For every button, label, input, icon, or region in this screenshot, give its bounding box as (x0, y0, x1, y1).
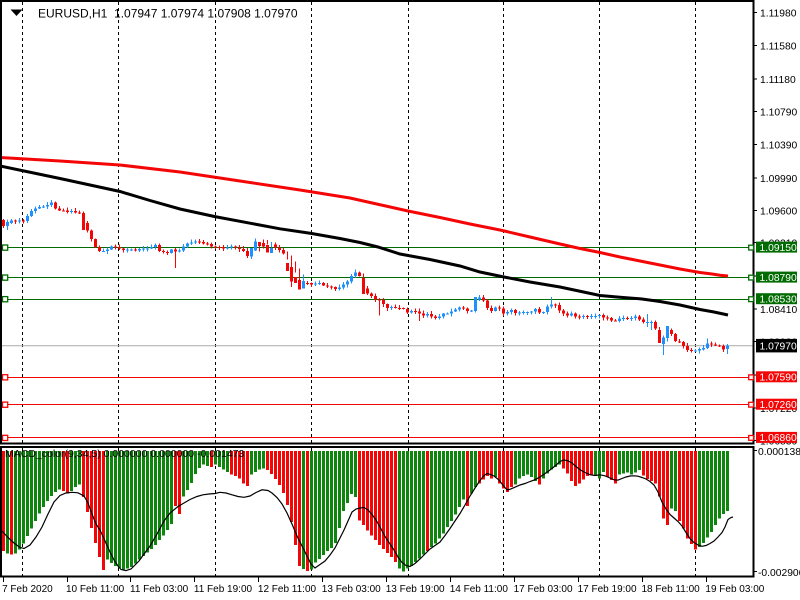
svg-text:17 Feb 03:00: 17 Feb 03:00 (514, 584, 573, 595)
svg-text:12 Feb 11:00: 12 Feb 11:00 (258, 584, 317, 595)
svg-text:1.08790: 1.08790 (760, 273, 797, 284)
svg-text:0.0001384: 0.0001384 (758, 447, 800, 458)
svg-text:1.08530: 1.08530 (760, 295, 797, 306)
svg-text:14 Feb 11:00: 14 Feb 11:00 (450, 584, 509, 595)
svg-text:13 Feb 03:00: 13 Feb 03:00 (322, 584, 381, 595)
svg-text:11 Feb 19:00: 11 Feb 19:00 (194, 584, 253, 595)
svg-text:EURUSD,H1 1.07947 1.07974 1.0: EURUSD,H1 1.07947 1.07974 1.07908 1.0797… (38, 7, 298, 21)
svg-text:17 Feb 19:00: 17 Feb 19:00 (578, 584, 637, 595)
svg-text:1.06860: 1.06860 (760, 433, 797, 444)
svg-text:1.11980: 1.11980 (760, 9, 797, 20)
svg-text:19 Feb 03:00: 19 Feb 03:00 (705, 584, 764, 595)
svg-text:18 Feb 11:00: 18 Feb 11:00 (642, 584, 701, 595)
svg-text:1.08410: 1.08410 (760, 305, 797, 316)
svg-text:10 Feb 11:00: 10 Feb 11:00 (66, 584, 125, 595)
svg-text:11 Feb 03:00: 11 Feb 03:00 (130, 584, 189, 595)
svg-text:1.07590: 1.07590 (760, 373, 797, 384)
svg-text:1.11180: 1.11180 (760, 75, 796, 86)
svg-text:1.09150: 1.09150 (760, 243, 797, 254)
svg-text:1.07260: 1.07260 (760, 400, 797, 411)
svg-text:1.09990: 1.09990 (760, 174, 797, 185)
svg-text:MACD_color(9,34,5) 0.000000 0.: MACD_color(9,34,5) 0.000000 0.000000 -0.… (5, 448, 244, 460)
svg-text:1.10790: 1.10790 (760, 107, 797, 118)
svg-text:-0.002906: -0.002906 (758, 568, 800, 579)
svg-text:1.11580: 1.11580 (760, 42, 797, 53)
svg-text:1.07970: 1.07970 (760, 342, 797, 353)
svg-text:7 Feb 2020: 7 Feb 2020 (2, 584, 53, 595)
svg-text:1.09600: 1.09600 (760, 206, 797, 217)
svg-text:1.10390: 1.10390 (760, 141, 797, 152)
svg-text:13 Feb 19:00: 13 Feb 19:00 (386, 584, 445, 595)
